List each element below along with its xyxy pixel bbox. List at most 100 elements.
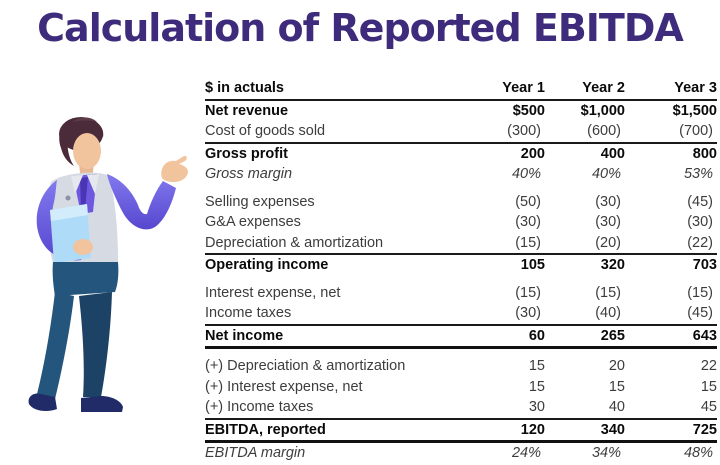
cell-value: 20 [608, 358, 625, 374]
table-row: (+) Interest expense, net 15 15 15 [205, 377, 717, 398]
cell-value: 53% [683, 166, 713, 182]
table-row: Selling expenses (50) (30) (45) [205, 192, 717, 213]
person-legs [37, 262, 119, 399]
table-row: Gross profit 200 400 800 [205, 143, 717, 165]
cell-value: 200 [520, 145, 545, 162]
slide-title: Calculation of Reported EBITDA [37, 6, 684, 50]
table-row: G&A expenses (30) (30) (30) [205, 212, 717, 233]
ebitda-table-body: $ in actuals Year 1 Year 2 Year 3 Net revenu… [205, 78, 717, 464]
cell-value: 400 [600, 145, 625, 162]
cell-value: $500 [512, 102, 545, 119]
cell-value: $1,500 [672, 102, 717, 119]
cell-value: (30) [467, 303, 545, 326]
cell-value: 120 [467, 418, 545, 443]
row-label: EBITDA, reported [205, 418, 467, 443]
cell-value: 30 [467, 397, 545, 420]
cell-value: 40% [511, 166, 541, 182]
cell-value: $1,000 [580, 102, 625, 119]
unit-label: $ in actuals [205, 78, 467, 101]
table-row: Net income 60 265 643 [205, 324, 717, 349]
table-header-row: $ in actuals Year 1 Year 2 Year 3 [205, 78, 717, 101]
row-label: Interest expense, net [205, 284, 341, 301]
spacer-row [205, 276, 717, 283]
cell-value: 15 [700, 378, 717, 395]
row-label: EBITDA margin [205, 445, 306, 461]
row-label: Gross profit [205, 145, 288, 162]
person-head [59, 117, 104, 182]
person-left-arm [36, 180, 85, 261]
person-left-hand [73, 239, 93, 255]
cell-value: 40 [545, 397, 625, 420]
cell-value: 340 [545, 418, 625, 443]
cell-value: (600) [545, 121, 625, 144]
cell-value: (15) [687, 284, 713, 301]
cell-value: (45) [625, 303, 717, 326]
cell-value: (40) [545, 303, 625, 326]
cell-value: 40% [591, 166, 621, 182]
person-right-hand [161, 155, 188, 182]
column-header: Year 1 [467, 78, 545, 101]
row-label: Depreciation & amortization [205, 232, 467, 255]
cell-value: 265 [545, 324, 625, 349]
cell-value: 703 [692, 257, 717, 273]
cell-value: (700) [625, 121, 717, 144]
table-row: Cost of goods sold (300) (600) (700) [205, 121, 717, 144]
cell-value: (15) [595, 284, 621, 301]
ebitda-table: $ in actuals Year 1 Year 2 Year 3 Net revenu… [205, 78, 717, 464]
table-row: Income taxes (30) (40) (45) [205, 303, 717, 326]
cell-value: 45 [625, 397, 717, 420]
cell-value: 48% [683, 445, 713, 461]
cell-value: (15) [515, 284, 541, 301]
cell-value: 34% [591, 445, 621, 461]
row-label: G&A expenses [205, 214, 301, 230]
cell-value: 15 [608, 378, 625, 395]
table-row: (+) Depreciation & amortization 15 20 22 [205, 356, 717, 377]
row-label: Cost of goods sold [205, 121, 467, 144]
cell-value: 800 [692, 145, 717, 162]
cell-value: (30) [515, 214, 541, 230]
row-label: (+) Depreciation & amortization [205, 358, 406, 374]
table-row: Depreciation & amortization (15) (20) (22) [205, 232, 717, 255]
cell-value: 24% [511, 445, 541, 461]
column-header: Year 3 [625, 78, 717, 101]
spacer-row [205, 185, 717, 192]
person-right-arm [107, 174, 176, 230]
spacer-row [205, 348, 717, 357]
cell-value: 15 [528, 358, 545, 374]
row-label: Income taxes [205, 303, 467, 326]
cell-value: (20) [545, 232, 625, 255]
table-row: (+) Income taxes 30 40 45 [205, 397, 717, 420]
cell-value: 725 [625, 418, 717, 443]
row-label: (+) Interest expense, net [205, 378, 363, 395]
table-row: Gross margin 40% 40% 53% [205, 164, 717, 185]
cell-value: (30) [595, 214, 621, 230]
column-header: Year 2 [545, 78, 625, 101]
row-label: Selling expenses [205, 193, 315, 210]
person-shoes [28, 393, 123, 412]
cell-value: 60 [467, 324, 545, 349]
cell-value: (50) [515, 193, 541, 210]
row-label: Gross margin [205, 166, 293, 182]
presenter-illustration [25, 112, 193, 422]
cell-value: 15 [528, 378, 545, 395]
table-row: EBITDA, reported 120 340 725 [205, 418, 717, 443]
cell-value: (15) [467, 232, 545, 255]
cell-value: (22) [625, 232, 717, 255]
cell-value: 320 [600, 257, 625, 273]
cell-value: 22 [700, 358, 717, 374]
table-row: Net revenue $500 $1,000 $1,500 [205, 100, 717, 122]
row-label: Net revenue [205, 102, 289, 119]
row-label: Operating income [205, 257, 329, 273]
row-label: (+) Income taxes [205, 397, 467, 420]
presenter-man-icon [28, 117, 188, 412]
cell-value: (45) [687, 193, 713, 210]
row-label: Net income [205, 324, 467, 349]
cell-value: (30) [687, 214, 713, 230]
table-row: EBITDA margin 24% 34% 48% [205, 442, 717, 464]
table-row: Interest expense, net (15) (15) (15) [205, 283, 717, 304]
cell-value: 105 [520, 257, 545, 273]
table-row: Operating income 105 320 703 [205, 254, 717, 276]
cell-value: (30) [595, 193, 621, 210]
cell-value: (300) [467, 121, 545, 144]
